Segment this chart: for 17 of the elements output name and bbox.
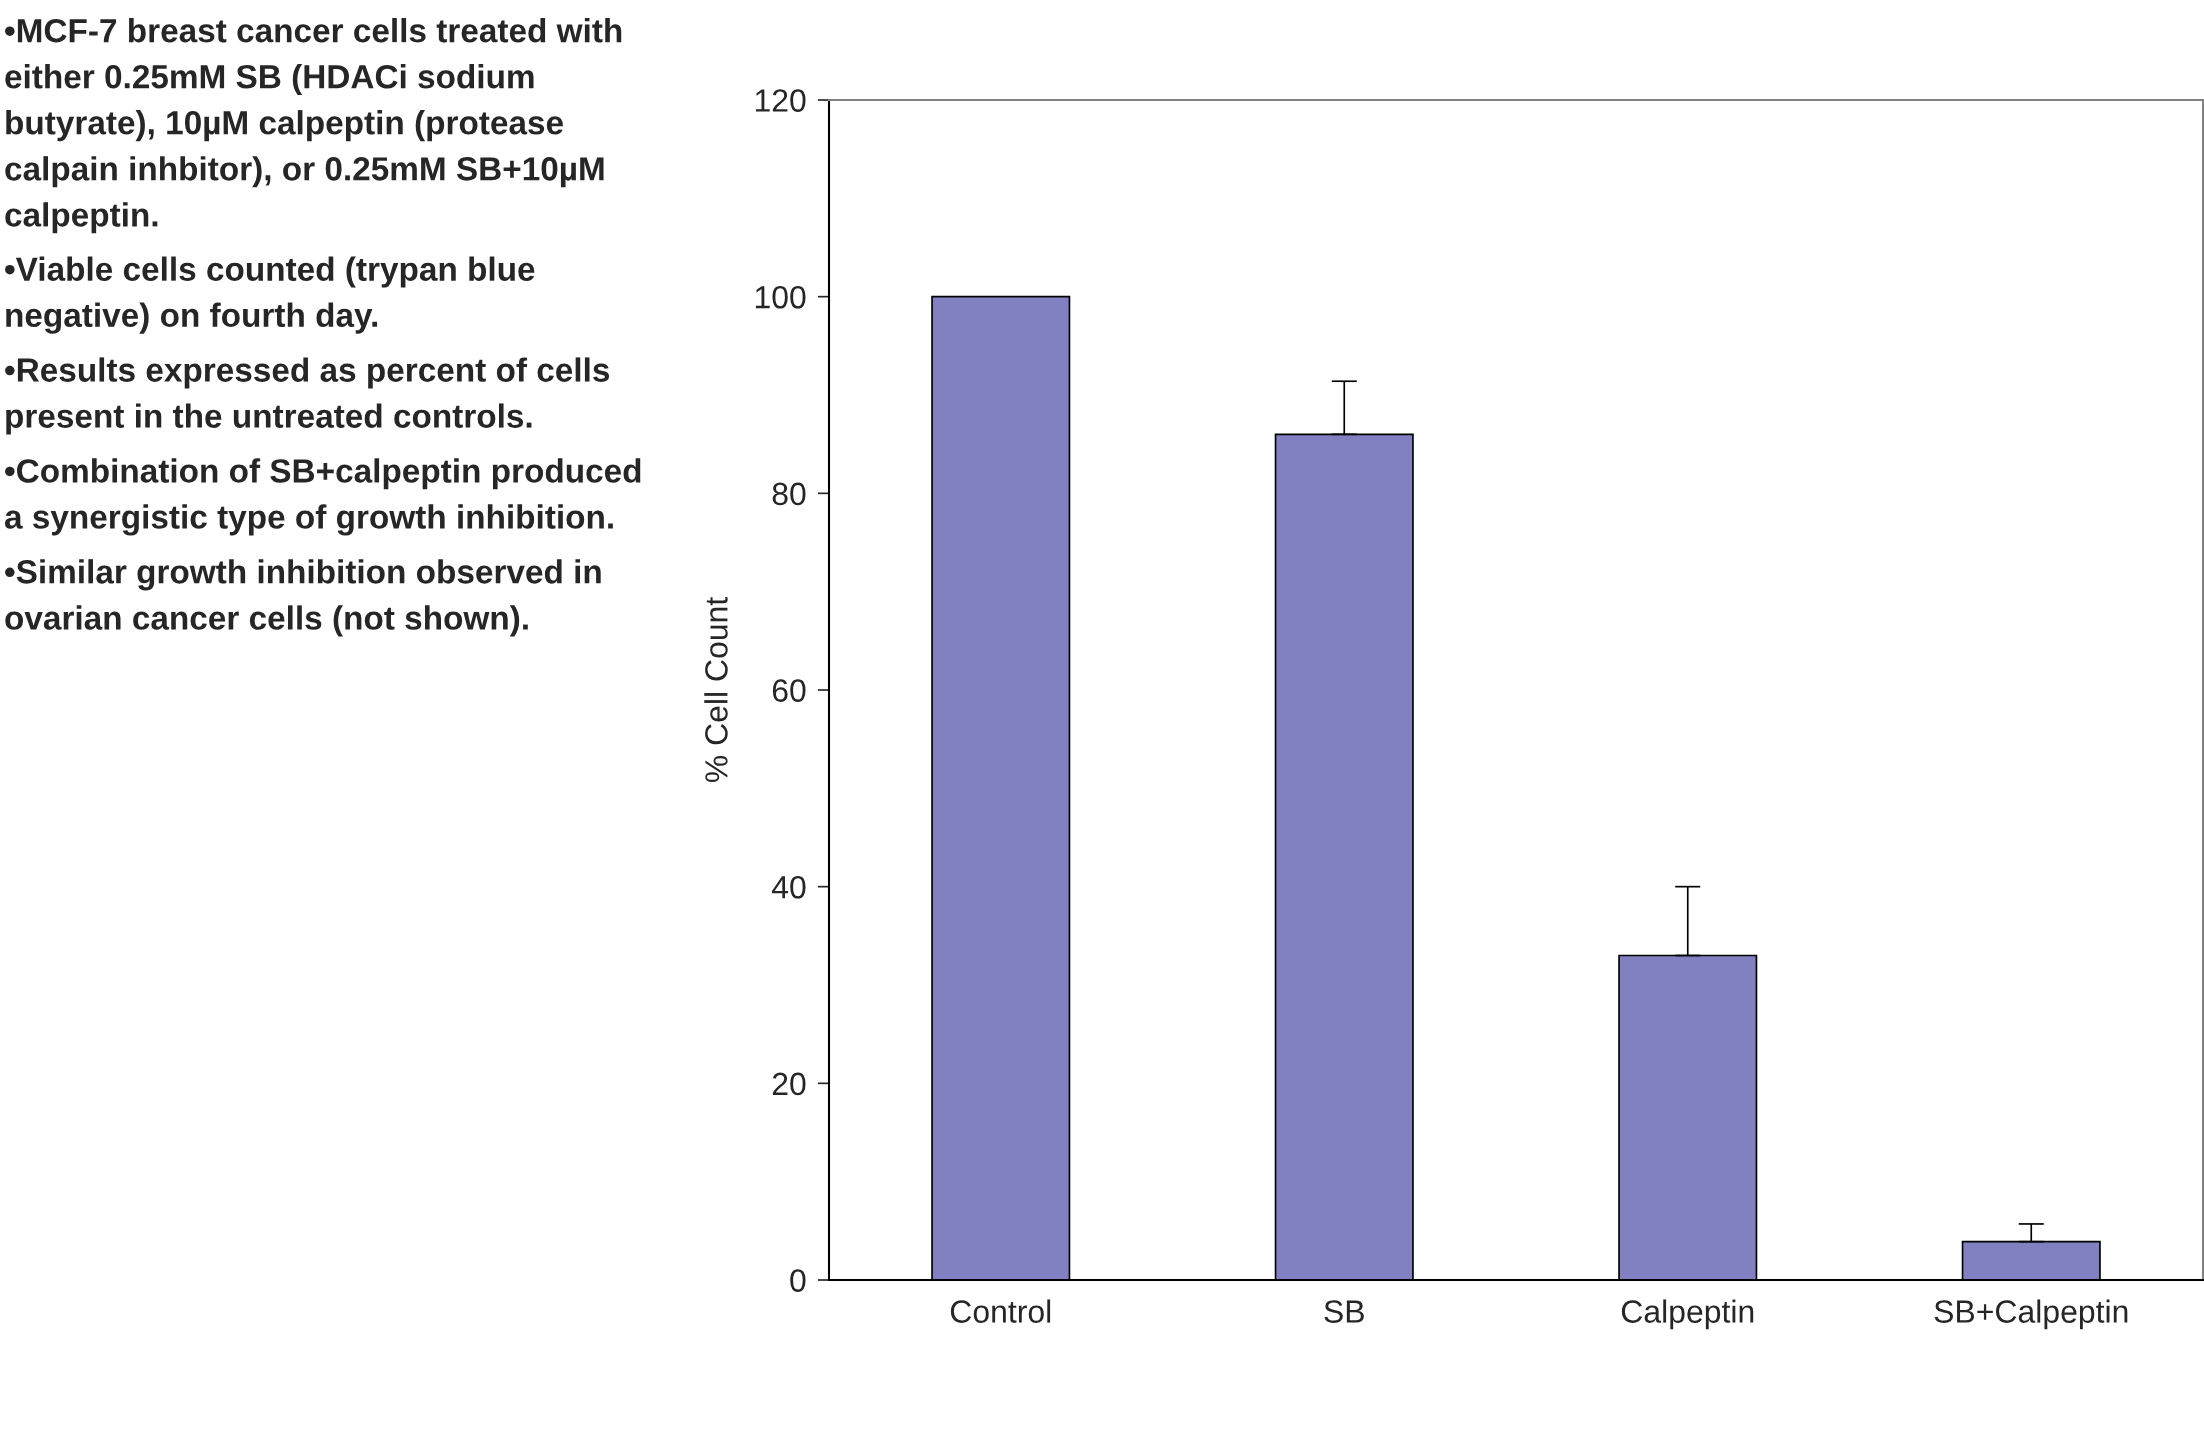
text: •Results expressed as percent of cells present in the untreated controls.	[5, 357, 610, 435]
y-tick-label: 20	[772, 1072, 806, 1096]
x-tick-label: SB+Calpeptin	[1934, 1299, 2128, 1330]
y-tick-label: 0	[790, 1269, 806, 1292]
y-tick-label: 80	[772, 482, 806, 506]
y-tick-label: 40	[771, 875, 806, 899]
y-tick-label: 120	[755, 89, 806, 112]
y-axis-title: % Cell Count	[704, 597, 728, 783]
x-tick-label: Calpeptin	[1621, 1299, 1754, 1330]
x-tick-label: SB	[1324, 1300, 1364, 1323]
text: •Combination of SB+calpeptin produced a synergistic type of growth inhibition.	[4, 458, 641, 536]
text: •MCF-7 breast cancer cells treated with either 0.25mM SB (HDACi sodium butyrate), 10µM calpeptin (protease calpain inhbitor), or 0.25mM SB+10µM calpeptin.	[5, 18, 622, 234]
x-tick-label: Control	[950, 1299, 1051, 1323]
text: •Viable cells counted (trypan blue negative) on fourth day.	[5, 256, 535, 334]
text: •Similar growth inhibition observed in ovarian cancer cells (not shown).	[5, 559, 601, 637]
y-tick-label: 100	[755, 285, 806, 309]
y-tick-label: 60	[772, 679, 806, 702]
